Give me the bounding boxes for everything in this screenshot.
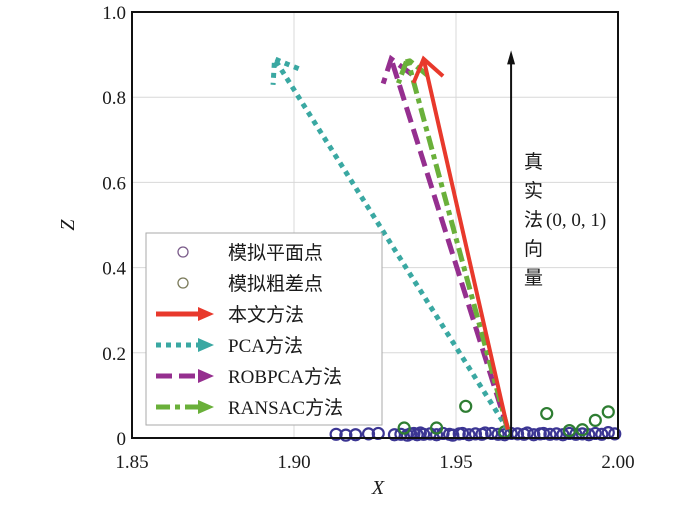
legend-item: ROBPCA方法: [156, 366, 342, 388]
legend-arrow-head: [198, 400, 214, 414]
legend-label: RANSAC方法: [228, 397, 343, 419]
legend-arrow-head: [198, 369, 214, 383]
legend-label: ROBPCA方法: [228, 366, 342, 388]
x-tick-label: 2.00: [601, 452, 634, 473]
plane-point: [595, 427, 609, 441]
arrow-shaft: [272, 57, 510, 431]
plot-frame: [131, 11, 619, 439]
plane-point: [556, 428, 570, 442]
true-normal-annotation: 真 实 法 (0, 0, 1) 向 量: [524, 151, 606, 289]
plane-point: [527, 428, 541, 442]
legend-item: RANSAC方法: [156, 397, 343, 419]
legend-item: 模拟平面点: [177, 242, 323, 264]
outlier-point: [601, 405, 615, 419]
x-axis-label: X: [371, 477, 385, 499]
true-normal-vector: [507, 50, 516, 438]
legend-item: PCA方法: [156, 335, 303, 357]
plane-point: [329, 427, 343, 441]
outlier-point: [429, 421, 444, 435]
outlier-point: [459, 399, 473, 413]
plane-point: [608, 427, 622, 441]
y-tick-labels: 0 0.2 0.4 0.6 0.8 1.0: [102, 3, 126, 450]
y-tick-label: 0.4: [102, 259, 126, 280]
arrow-head: [411, 55, 445, 84]
plane-point: [339, 428, 353, 442]
ann-char-4: 量: [524, 268, 543, 289]
arrow-shaft: [388, 58, 511, 431]
plane-point: [575, 427, 589, 441]
plane-point: [491, 427, 505, 441]
ann-char-1: 实: [524, 180, 543, 202]
legend-label: 模拟平面点: [228, 242, 323, 264]
legend-label: 本文方法: [228, 304, 304, 326]
plane-point: [468, 427, 483, 441]
y-tick-label: 0.8: [102, 88, 126, 109]
arrow-head: [270, 55, 300, 85]
x-tick-label: 1.85: [115, 452, 148, 473]
plane-point: [417, 427, 431, 441]
legend-box: [145, 232, 383, 426]
ann-char-2: 法: [524, 209, 543, 231]
x-tick-label: 1.90: [277, 452, 310, 473]
plane-point: [361, 427, 376, 441]
outlier-point: [588, 413, 602, 427]
plane-point: [394, 427, 408, 441]
y-axis-label: Z: [57, 219, 79, 231]
plane-point: [429, 428, 444, 442]
x-tick-label: 1.95: [439, 452, 472, 473]
arrow-shaft: [404, 58, 511, 431]
arrows: [270, 54, 511, 431]
ann-vector-text: (0, 0, 1): [546, 210, 606, 231]
legend-arrow-head: [198, 307, 214, 321]
legend-arrow-head: [198, 338, 214, 352]
outlier-point: [575, 423, 589, 437]
plane-point: [543, 427, 557, 441]
plane-point: [462, 428, 476, 442]
y-tick-label: 0: [117, 429, 127, 450]
legend-item: 本文方法: [156, 304, 304, 326]
y-tick-label: 0.6: [102, 173, 126, 194]
legend-label: 模拟粗差点: [228, 273, 323, 295]
y-tick-label: 0.2: [102, 344, 126, 365]
x-tick-labels: 1.85 1.90 1.95 2.00: [115, 452, 634, 473]
ann-char-3: 向: [524, 238, 543, 260]
outlier-point: [562, 423, 577, 438]
arrow-shaft: [421, 58, 510, 430]
plane-point: [387, 428, 402, 442]
true-normal-head: [507, 50, 516, 65]
legend-marker-circle: [177, 277, 189, 289]
ann-char-0: 真: [524, 151, 543, 173]
legend-marker-circle: [177, 246, 189, 258]
outlier-point: [397, 421, 411, 435]
outlier-point: [540, 406, 554, 421]
legend-item: 模拟粗差点: [177, 273, 323, 295]
plane-point: [549, 427, 564, 441]
plane-point: [348, 428, 363, 442]
y-tick-label: 1.0: [102, 3, 126, 24]
legend-label: PCA方法: [228, 335, 303, 357]
